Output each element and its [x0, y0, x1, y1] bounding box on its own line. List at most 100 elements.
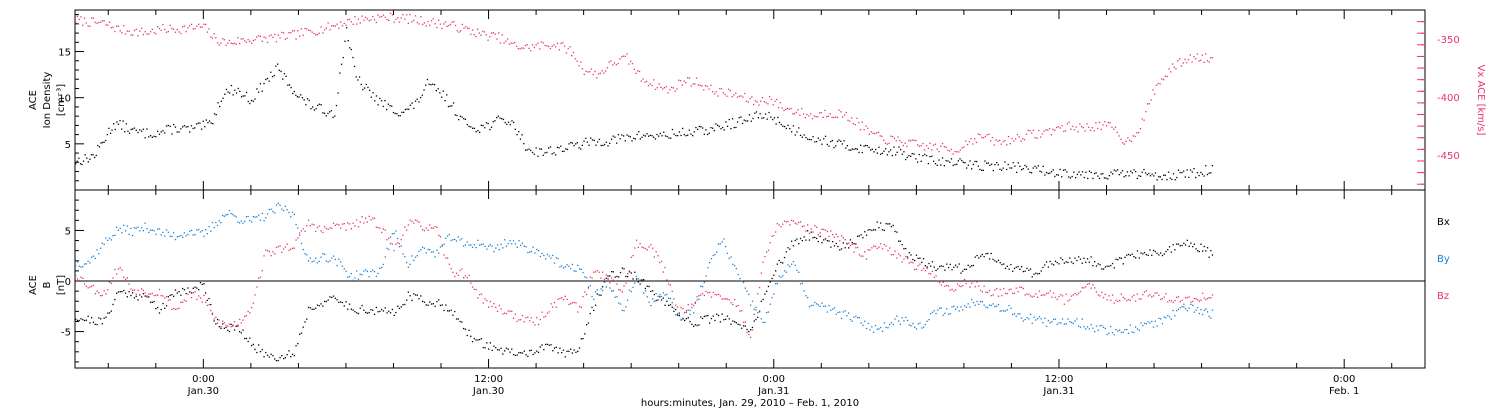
bx-data-point	[148, 296, 150, 298]
density-data-point	[132, 128, 134, 130]
density-data-point	[782, 125, 784, 127]
by-data-point	[78, 265, 80, 267]
velocity-data-point	[80, 16, 82, 18]
by-data-point	[80, 266, 82, 268]
bz-data-point	[596, 269, 598, 272]
bx-data-point	[1003, 263, 1005, 265]
density-data-point	[1024, 164, 1026, 167]
by-data-point	[889, 323, 891, 326]
bz-data-point	[840, 235, 843, 237]
velocity-data-point	[861, 121, 863, 123]
bz-data-point	[418, 221, 420, 223]
bx-data-point	[557, 352, 559, 354]
density-data-point	[384, 100, 386, 102]
density-data-point	[244, 95, 246, 97]
bx-data-point	[1135, 257, 1137, 259]
density-data-point	[202, 120, 204, 122]
density-data-point	[204, 126, 206, 128]
bx-data-point	[372, 309, 374, 311]
by-data-point	[983, 304, 985, 306]
density-data-point	[458, 119, 460, 121]
velocity-data-point	[295, 38, 297, 40]
by-data-point	[119, 227, 121, 229]
bz-data-point	[1183, 303, 1185, 305]
density-data-point	[235, 92, 238, 94]
by-data-point	[646, 296, 648, 298]
velocity-data-point	[1063, 130, 1065, 133]
density-data-point	[470, 126, 472, 128]
velocity-data-point	[895, 140, 897, 142]
by-data-point	[1117, 330, 1119, 332]
velocity-data-point	[130, 34, 132, 36]
velocity-data-point	[653, 79, 655, 81]
velocity-data-point	[316, 34, 319, 36]
bz-data-point	[999, 288, 1001, 291]
density-data-point	[282, 78, 284, 80]
bz-data-point	[182, 301, 184, 303]
velocity-data-point	[379, 16, 381, 18]
bz-data-point	[137, 289, 139, 291]
by-data-point	[894, 318, 896, 320]
bz-data-point	[541, 311, 543, 313]
velocity-data-point	[881, 135, 883, 137]
by-data-point	[1042, 322, 1044, 324]
by-data-point	[1179, 307, 1181, 309]
bx-data-point	[283, 358, 285, 360]
bz-data-point	[464, 275, 467, 277]
by-data-point	[315, 257, 317, 259]
legend-bz: Bz	[1437, 291, 1449, 302]
by-data-point	[1058, 322, 1060, 324]
bz-data-point	[185, 300, 187, 302]
density-data-point	[1183, 170, 1185, 172]
by-data-point	[734, 265, 736, 267]
bx-data-point	[637, 281, 639, 283]
velocity-data-point	[359, 22, 361, 24]
density-data-point	[1076, 173, 1078, 176]
bx-data-point	[568, 350, 570, 352]
velocity-data-point	[375, 21, 377, 24]
by-data-point	[309, 257, 311, 259]
by-data-point	[611, 290, 613, 292]
density-data-point	[957, 160, 959, 162]
bz-data-point	[268, 250, 270, 253]
by-data-point	[755, 306, 757, 308]
velocity-data-point	[954, 150, 956, 153]
bz-data-point	[265, 249, 267, 251]
bz-data-point	[937, 280, 939, 283]
velocity-data-point	[959, 149, 961, 151]
velocity-data-point	[802, 113, 805, 115]
velocity-data-point	[524, 44, 527, 47]
bx-data-point	[552, 350, 554, 352]
bz-data-point	[1184, 297, 1187, 299]
density-data-point	[95, 154, 97, 157]
velocity-data-point	[663, 87, 666, 89]
bz-data-point	[288, 249, 290, 251]
velocity-data-point	[272, 36, 274, 38]
density-data-point	[1123, 176, 1125, 178]
bx-data-point	[91, 317, 93, 319]
bz-data-point	[1202, 292, 1204, 294]
velocity-data-point	[468, 27, 470, 29]
velocity-data-point	[409, 13, 411, 16]
density-data-point	[875, 148, 877, 151]
bz-data-point	[921, 269, 923, 272]
density-data-point	[365, 83, 367, 86]
velocity-data-point	[847, 119, 849, 121]
x-axis-title: hours:minutes, Jan. 29, 2010 – Feb. 1, 2…	[641, 398, 859, 409]
density-data-point	[471, 127, 474, 129]
by-data-point	[562, 267, 565, 269]
velocity-data-point	[658, 83, 660, 85]
velocity-data-point	[1148, 103, 1150, 105]
density-data-point	[1034, 165, 1036, 167]
bx-data-point	[926, 266, 928, 268]
density-data-point	[379, 97, 381, 100]
bz-data-point	[1203, 297, 1205, 299]
density-data-point	[504, 121, 506, 124]
density-data-point	[888, 151, 890, 153]
bx-data-point	[807, 230, 809, 232]
bx-data-point	[445, 304, 447, 306]
velocity-data-point	[123, 25, 125, 27]
velocity-data-point	[1189, 54, 1191, 56]
bx-data-point	[1099, 264, 1101, 266]
bx-data-point	[1083, 257, 1085, 259]
